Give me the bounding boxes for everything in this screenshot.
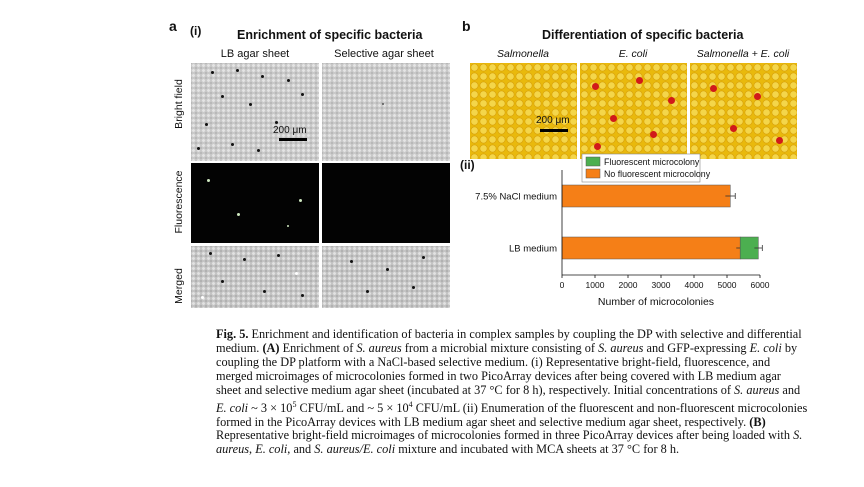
scale-bar-a — [279, 138, 307, 141]
caption-text: Representative bright-field microimages … — [216, 428, 794, 443]
caption-text: , — [249, 442, 256, 457]
micrograph-fl-lb — [191, 163, 319, 243]
panel-a-sub-label: (i) — [190, 24, 202, 38]
x-tick-label: 2000 — [619, 280, 638, 290]
caption-text: by coupling the DP platform with a NaCl-… — [216, 340, 798, 397]
row-label-bright-field: Bright field — [173, 79, 185, 129]
scale-bar-b — [540, 129, 568, 132]
caption-fig-label: Fig. 5. — [216, 327, 249, 341]
caption-label-a: (A) — [262, 340, 280, 355]
x-tick-label: 4000 — [685, 280, 704, 290]
legend-swatch-0 — [585, 168, 601, 179]
caption-species: S. aureus — [598, 340, 644, 355]
panel-b-title: Differentiation of specific bacteria — [542, 28, 744, 42]
row-label-fluorescence: Fluorescence — [173, 170, 185, 234]
x-tick-label: 5000 — [718, 280, 737, 290]
bar-chart: 7.5% NaCl medium LB medium 0 1000 2000 3000 40… — [475, 153, 770, 308]
col-head-selective: Selective agar sheet — [334, 48, 434, 60]
caption-text: Enrichment of — [279, 340, 357, 355]
caption-sup: 4 — [408, 399, 413, 409]
col-head-e-coli: E. coli — [618, 48, 648, 60]
micrograph-fl-selective — [322, 163, 450, 243]
panel-b-sub-ii: (ii) — [460, 158, 475, 172]
caption-species: S. aureus — [356, 340, 402, 355]
caption-text: CFU/mL and ~ 5 × 10 — [296, 400, 409, 415]
caption-label-b: (B) — [749, 414, 766, 429]
row-label-merged: Merged — [173, 268, 185, 304]
micrograph-bf-lb: 200 μm — [191, 63, 319, 161]
legend-label-1: Fluorescent microcolony — [604, 157, 700, 167]
legend-label-0: No fluorescent microcolony — [604, 169, 711, 179]
category-label: LB medium — [509, 244, 557, 255]
caption-species: S. aureus/E. coli — [314, 442, 396, 457]
caption-species: E. coli — [749, 340, 782, 355]
caption-text: Enrichment and identification of bacteri… — [216, 327, 802, 355]
col-head-salmonella: Salmonella — [497, 48, 549, 60]
x-tick-label: 3000 — [652, 280, 671, 290]
caption-text: from a microbial mixture consisting of — [401, 340, 599, 355]
caption-species: E. coli — [216, 400, 249, 415]
panel-b-letter: b — [462, 18, 471, 34]
caption-text: ~ 3 × 10 — [248, 400, 293, 415]
caption-species: S. aureus — [216, 428, 803, 457]
bar-0-0 — [561, 184, 731, 208]
panel-a: a (i) Enrichment of specific bacteria LB… — [165, 18, 455, 318]
panel-a-title: Enrichment of specific bacteria — [237, 28, 423, 42]
caption-species: S. aureus — [734, 382, 780, 397]
caption-text: mixture and incubated with MCA sheets at… — [395, 442, 680, 457]
caption-text: , and — [287, 442, 315, 457]
legend-box — [581, 153, 701, 183]
micrograph-merged-selective — [322, 246, 450, 308]
x-axis-title: Number of microcolonies — [598, 296, 714, 308]
x-tick-label: 6000 — [751, 280, 770, 290]
caption-sup: 5 — [292, 399, 297, 409]
caption-text: CFU/mL (ii) Enumeration of the fluoresce… — [216, 400, 808, 429]
micrograph-mixture — [690, 63, 797, 159]
col-head-mixture: Salmonella + E. coli — [696, 48, 790, 60]
legend-swatch-1 — [585, 156, 601, 167]
col-head-lb: LB agar sheet — [220, 48, 290, 60]
micrograph-bf-selective — [322, 63, 450, 161]
category-label: 7.5% NaCl medium — [475, 192, 557, 203]
x-tick-label: 0 — [560, 280, 565, 290]
scale-bar-label-b: 200 μm — [536, 115, 570, 126]
micrograph-e-coli — [580, 63, 687, 159]
scale-bar-label-a: 200 μm — [273, 125, 307, 136]
caption-text: and GFP-expressing — [643, 340, 750, 355]
panel-b: b Differentiation of specific bacteria S… — [458, 18, 797, 318]
bar-1-0 — [561, 236, 741, 260]
caption-species: E. coli — [255, 442, 288, 457]
caption-text: and — [779, 382, 801, 397]
x-tick-label: 1000 — [586, 280, 605, 290]
micrograph-merged-lb — [191, 246, 319, 308]
panel-a-letter: a — [169, 18, 177, 34]
figure-caption: Fig. 5. Enrichment and identification of… — [216, 327, 808, 457]
micrograph-salmonella: 200 μm — [470, 63, 577, 159]
